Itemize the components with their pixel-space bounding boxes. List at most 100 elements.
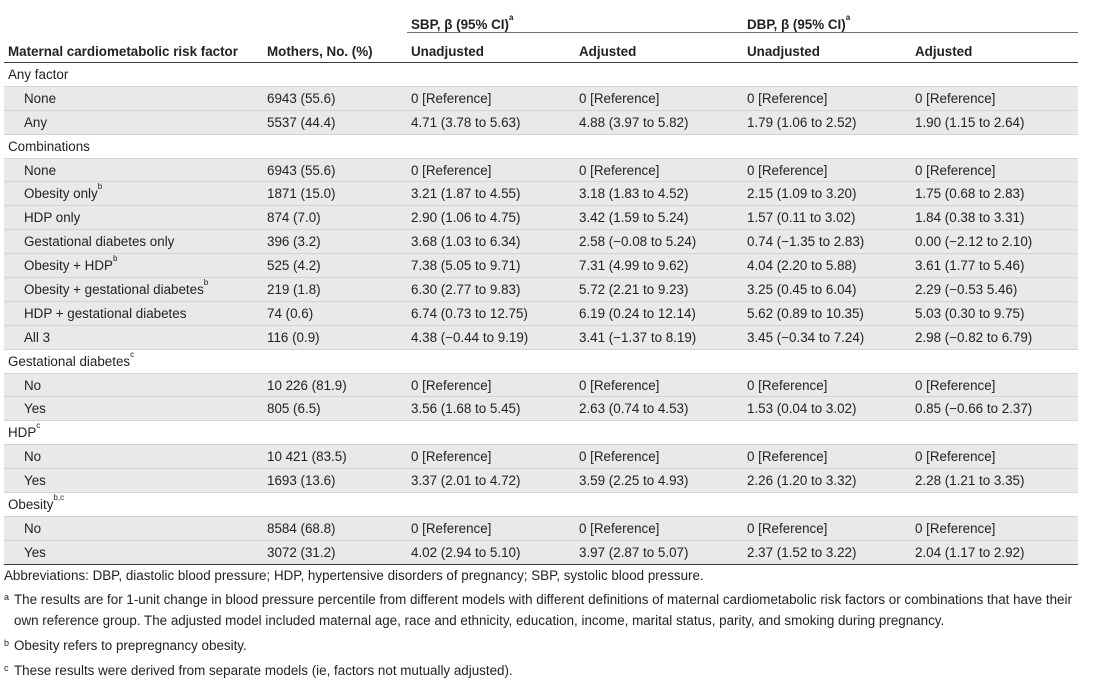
row-label: None (4, 158, 263, 183)
row-label: Obesity + HDPb (4, 253, 263, 279)
dbp-group-label: DBP, β (95% CI) (747, 17, 846, 32)
sbp-unadjusted-cell: 0 [Reference] (407, 86, 575, 111)
dbp-group-footnote-mark: a (845, 13, 851, 22)
sbp-unadjusted-cell: 4.71 (3.78 to 5.63) (407, 110, 575, 135)
mothers-cell: 1871 (15.0) (263, 181, 407, 207)
table-row: No 10 226 (81.9) 0 [Reference] 0 [Reference… (4, 373, 1079, 398)
dbp-adjusted-cell: 0 [Reference] (911, 373, 1079, 398)
footnote-b: b Obesity refers to prepregnancy obesity. (4, 635, 1086, 656)
row-label-text: Obesity only (24, 186, 98, 202)
sbp-unadjusted-cell: 4.02 (2.94 to 5.10) (407, 540, 575, 565)
mothers-cell: 1693 (13.6) (263, 468, 407, 494)
footnote-mark: c (4, 663, 9, 673)
row-label-text: No (24, 520, 42, 536)
header-group-row: SBP, β (95% CI)a DBP, β (95% CI)a (4, 8, 1079, 33)
row-label: Yes (4, 396, 263, 422)
row-label-text: Obesity + HDP (24, 258, 113, 274)
sbp-adjusted-cell: 3.42 (1.59 to 5.24) (575, 205, 743, 231)
sbp-adjusted-cell: 0 [Reference] (575, 86, 743, 111)
row-label: Yes (4, 468, 263, 494)
mothers-cell: 396 (3.2) (263, 229, 407, 255)
column-header-sbp-unadjusted: Unadjusted (407, 32, 575, 63)
dbp-adjusted-cell: 0 [Reference] (911, 516, 1079, 541)
footnote-a: a The results are for 1-unit change in bl… (4, 589, 1086, 631)
row-label: No (4, 516, 263, 541)
section-title: Gestational diabetesc (4, 349, 1079, 374)
section-title: Obesityb,c (4, 492, 1079, 517)
section-title-text: Any factor (8, 66, 69, 82)
dbp-adjusted-cell: 1.75 (0.68 to 2.83) (911, 181, 1079, 207)
dbp-unadjusted-cell: 4.04 (2.20 to 5.88) (743, 253, 911, 279)
dbp-unadjusted-cell: 2.15 (1.09 to 3.20) (743, 181, 911, 207)
mothers-cell: 219 (1.8) (263, 277, 407, 302)
row-label-text: HDP + gestational diabetes (24, 305, 187, 321)
dbp-unadjusted-cell: 1.79 (1.06 to 2.52) (743, 110, 911, 135)
dbp-unadjusted-cell: 0 [Reference] (743, 86, 911, 111)
section-title: Combinations (4, 134, 1079, 159)
mothers-cell: 10 421 (83.5) (263, 444, 407, 470)
row-label: Gestational diabetes only (4, 229, 263, 255)
sbp-unadjusted-cell: 0 [Reference] (407, 444, 575, 470)
dbp-adjusted-cell: 1.90 (1.15 to 2.64) (911, 110, 1079, 135)
footnote-text: The results are for 1-unit change in blo… (14, 592, 1072, 628)
table-body: Any factor None 6943 (55.6) 0 [Reference] 0 … (4, 62, 1079, 565)
mothers-cell: 874 (7.0) (263, 205, 407, 231)
row-label: HDP + gestational diabetes (4, 301, 263, 326)
row-label: HDP only (4, 205, 263, 231)
section-footnote-mark: c (36, 421, 41, 431)
mothers-cell: 6943 (55.6) (263, 86, 407, 111)
table-row: Obesity + HDPb 525 (4.2) 7.38 (5.05 to 9.7… (4, 253, 1079, 279)
row-label: No (4, 373, 263, 398)
row-label: Any (4, 110, 263, 135)
dbp-group-header: DBP, β (95% CI)a (743, 8, 1079, 33)
dbp-adjusted-cell: 2.04 (1.17 to 2.92) (911, 540, 1079, 565)
sbp-group-label: SBP, β (95% CI) (411, 17, 509, 32)
table-row: Any 5537 (44.4) 4.71 (3.78 to 5.63) 4.88 (3… (4, 110, 1079, 135)
row-label-text: HDP only (24, 210, 81, 226)
sbp-unadjusted-cell: 3.21 (1.87 to 4.55) (407, 181, 575, 207)
row-label: Obesity onlyb (4, 181, 263, 207)
dbp-adjusted-cell: 0 [Reference] (911, 86, 1079, 111)
section-header-row: Obesityb,c (4, 492, 1079, 517)
mothers-cell: 10 226 (81.9) (263, 373, 407, 398)
dbp-unadjusted-cell: 0 [Reference] (743, 158, 911, 183)
dbp-adjusted-cell: 0.00 (−2.12 to 2.10) (911, 229, 1079, 255)
row-label: None (4, 86, 263, 111)
column-header-dbp-adjusted: Adjusted (911, 32, 1079, 63)
table-row: All 3 116 (0.9) 4.38 (−0.44 to 9.19) 3.41 (… (4, 325, 1079, 350)
dbp-adjusted-cell: 1.84 (0.38 to 3.31) (911, 205, 1079, 231)
sbp-adjusted-cell: 0 [Reference] (575, 373, 743, 398)
table-row: No 10 421 (83.5) 0 [Reference] 0 [Reference… (4, 444, 1079, 470)
table-header: SBP, β (95% CI)a DBP, β (95% CI)a Matern… (4, 8, 1079, 63)
row-label-text: None (24, 90, 57, 106)
section-footnote-mark: b,c (53, 492, 65, 502)
row-label-text: None (24, 162, 57, 178)
mothers-cell: 525 (4.2) (263, 253, 407, 279)
section-header-row: Any factor (4, 62, 1079, 87)
sbp-unadjusted-cell: 7.38 (5.05 to 9.71) (407, 253, 575, 279)
sbp-group-footnote-mark: a (508, 13, 514, 22)
row-label-text: Any (24, 114, 48, 130)
mothers-cell: 8584 (68.8) (263, 516, 407, 541)
mothers-cell: 3072 (31.2) (263, 540, 407, 565)
mothers-cell: 5537 (44.4) (263, 110, 407, 135)
sbp-unadjusted-cell: 3.56 (1.68 to 5.45) (407, 396, 575, 422)
dbp-unadjusted-cell: 2.26 (1.20 to 3.32) (743, 468, 911, 494)
sbp-adjusted-cell: 0 [Reference] (575, 516, 743, 541)
row-label: Yes (4, 540, 263, 565)
row-label-text: Obesity + gestational diabetes (24, 281, 204, 297)
dbp-unadjusted-cell: 3.25 (0.45 to 6.04) (743, 277, 911, 302)
sbp-adjusted-cell: 0 [Reference] (575, 444, 743, 470)
section-footnote-mark: c (130, 349, 135, 359)
dbp-adjusted-cell: 2.28 (1.21 to 3.35) (911, 468, 1079, 494)
dbp-adjusted-cell: 0.85 (−0.66 to 2.37) (911, 396, 1079, 422)
section-title-text: HDP (8, 425, 37, 441)
dbp-adjusted-cell: 2.29 (−0.53 5.46) (911, 277, 1079, 302)
sbp-group-header: SBP, β (95% CI)a (407, 8, 743, 33)
sbp-unadjusted-cell: 6.74 (0.73 to 12.75) (407, 301, 575, 326)
footnote-text: These results were derived from separate… (14, 663, 513, 678)
abbreviations-note: Abbreviations: DBP, diastolic blood pres… (4, 568, 704, 583)
sbp-adjusted-cell: 2.58 (−0.08 to 5.24) (575, 229, 743, 255)
section-title-text: Obesity (8, 496, 54, 512)
footnote-mark: b (4, 638, 10, 648)
